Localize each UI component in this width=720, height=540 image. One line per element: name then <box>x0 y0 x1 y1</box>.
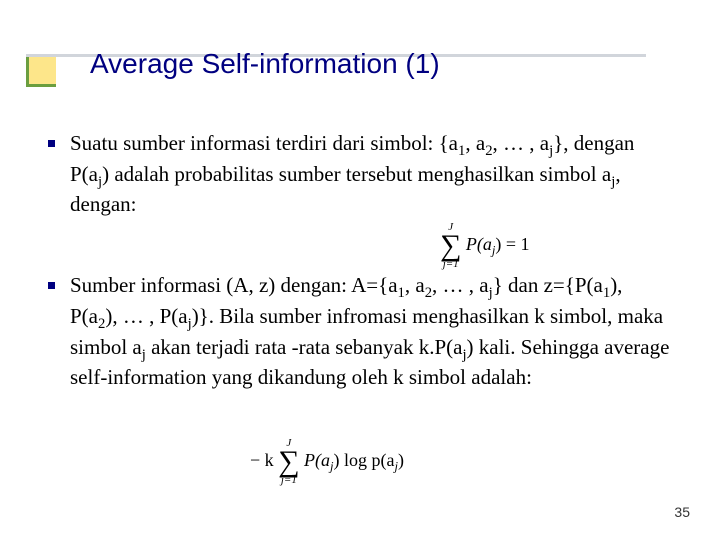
bullet-square-icon <box>48 282 55 289</box>
sigma-icon: ∑ <box>278 449 299 475</box>
formula-avg-self-info: − k J ∑ j=1 P(aj) log p(aj) <box>250 438 404 486</box>
slide-title: Average Self-information (1) <box>90 48 440 80</box>
sigma-icon: ∑ <box>440 233 461 259</box>
page-number: 35 <box>674 504 690 520</box>
bullet-square-icon <box>48 140 55 147</box>
title-accent-box <box>26 57 56 87</box>
bullet-item-1: Suatu sumber informasi terdiri dari simb… <box>70 130 670 217</box>
bullet-item-2: Sumber informasi (A, z) dengan: A={a1, a… <box>70 272 670 390</box>
title-region: Average Self-information (1) <box>0 0 720 110</box>
bullet-text-2: Sumber informasi (A, z) dengan: A={a1, a… <box>70 272 670 390</box>
formula-sum-equals-one: J ∑ j=1 P(aj) = 1 <box>440 222 530 270</box>
bullet-text-1: Suatu sumber informasi terdiri dari simb… <box>70 130 670 217</box>
content-region: Suatu sumber informasi terdiri dari simb… <box>0 110 720 390</box>
